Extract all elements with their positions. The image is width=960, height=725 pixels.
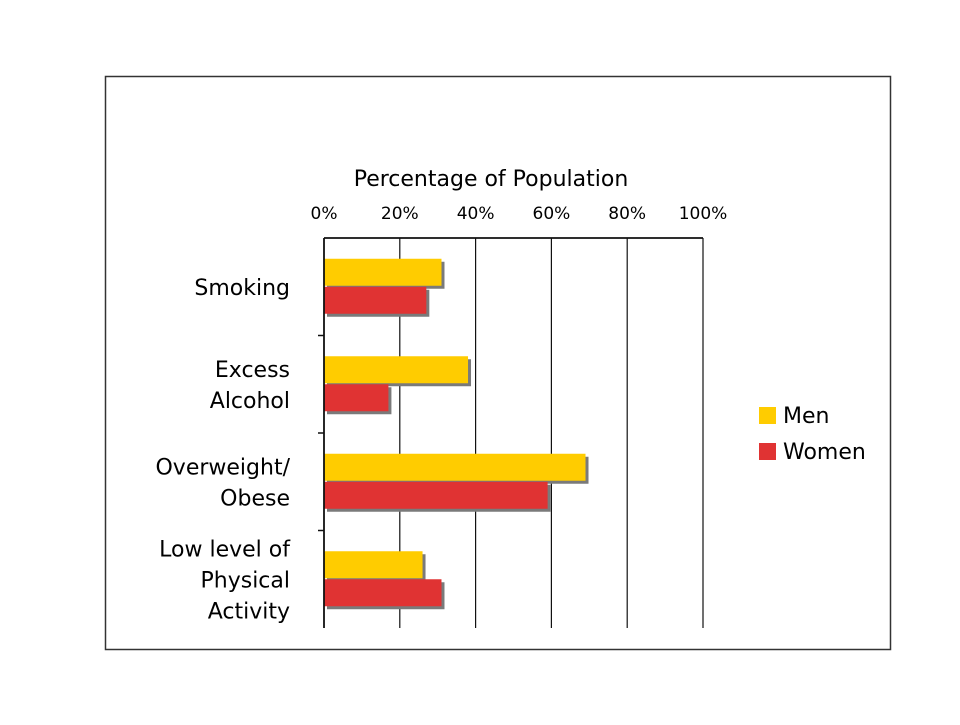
legend-label: Women [783, 440, 866, 465]
x-tick-label: 20% [381, 204, 419, 224]
bar-women [324, 481, 548, 509]
x-tick-label: 40% [457, 204, 495, 224]
category-label: Alcohol [210, 389, 290, 414]
category-label: Smoking [194, 276, 290, 301]
legend-swatch-women [759, 443, 776, 460]
x-tick-label: 60% [533, 204, 571, 224]
bar-men [324, 453, 586, 481]
legend-label: Men [783, 404, 829, 429]
category-label: Overweight/ [155, 455, 290, 480]
category-label: Physical [201, 568, 291, 593]
axes [318, 237, 703, 628]
bars [324, 258, 589, 610]
bar-men [324, 258, 442, 286]
category-label: Obese [220, 486, 290, 511]
category-label: Activity [208, 599, 290, 624]
chart-title: Percentage of Population [354, 167, 629, 192]
x-tick-label: 100% [679, 204, 728, 224]
bar-women [324, 579, 442, 607]
chart-frame [104, 75, 892, 651]
category-label: Excess [215, 358, 290, 383]
x-tick-labels: 0% 20% 40% 60% 80% 100% [311, 204, 728, 224]
x-tick-label: 80% [608, 204, 646, 224]
bar-women [324, 384, 389, 412]
x-tick-label: 0% [311, 204, 338, 224]
bar-women [324, 286, 427, 314]
bar-men [324, 551, 423, 579]
legend: Men Women [759, 404, 866, 465]
category-label: Low level of [159, 537, 291, 562]
bar-men [324, 356, 469, 384]
category-labels: Smoking Excess Alcohol Overweight/Obese Low … [155, 276, 291, 625]
legend-swatch-men [759, 407, 776, 424]
